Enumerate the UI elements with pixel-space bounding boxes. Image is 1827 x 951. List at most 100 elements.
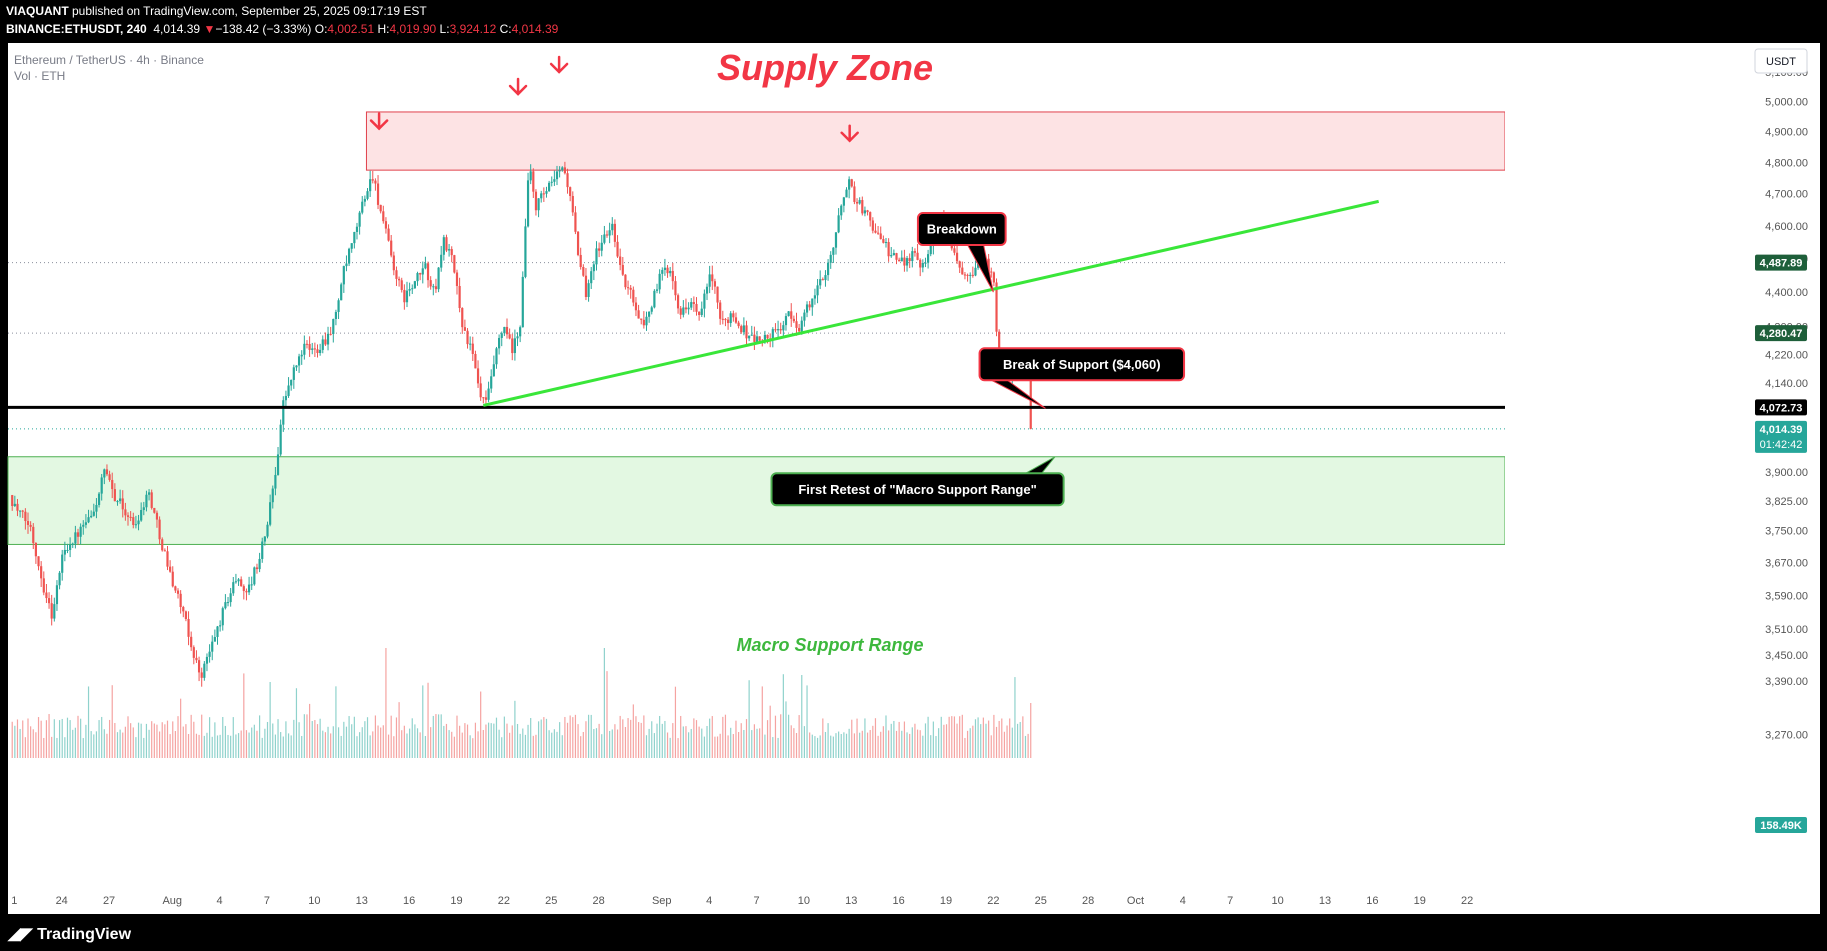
candle-body bbox=[584, 275, 588, 297]
candle-body bbox=[758, 336, 761, 341]
volume-bar bbox=[501, 737, 503, 758]
volume-bar bbox=[861, 730, 863, 758]
publisher-name[interactable]: VIAQUANT bbox=[6, 4, 69, 18]
volume-bar bbox=[995, 726, 998, 758]
volume-bar bbox=[761, 686, 763, 758]
volume-bar bbox=[695, 720, 698, 758]
candle-body bbox=[876, 232, 880, 234]
candle-body bbox=[755, 336, 759, 342]
volume-bar bbox=[198, 734, 200, 758]
volume-bar bbox=[735, 720, 737, 758]
volume-bar bbox=[1009, 718, 1011, 758]
symbol-label[interactable]: BINANCE:ETHUSDT, 240 bbox=[6, 22, 147, 36]
candle-body bbox=[374, 180, 377, 184]
volume-bar bbox=[235, 734, 237, 758]
volume-bar bbox=[456, 715, 458, 758]
down-arrow-icon bbox=[508, 77, 528, 96]
candle-body bbox=[21, 510, 24, 512]
candle-body bbox=[326, 333, 330, 345]
candle-body bbox=[337, 300, 340, 312]
candle-body bbox=[805, 304, 809, 313]
candle-body bbox=[787, 311, 790, 317]
volume-bar bbox=[914, 723, 916, 758]
candle-body bbox=[850, 179, 853, 187]
candle-body bbox=[334, 311, 338, 320]
y-tick-label: 4,800.00 bbox=[1765, 157, 1808, 169]
y-tick-label: 5,000.00 bbox=[1765, 96, 1808, 108]
candle-body bbox=[84, 522, 88, 525]
volume-bar bbox=[269, 681, 271, 758]
candle-body bbox=[679, 308, 682, 315]
volume-bar bbox=[119, 729, 121, 758]
candle-body bbox=[132, 517, 135, 525]
volume-bar bbox=[90, 731, 92, 758]
x-tick-label: 4 bbox=[1180, 895, 1186, 907]
volume-bar bbox=[643, 715, 645, 758]
candle-body bbox=[366, 191, 369, 199]
volume-bar bbox=[648, 728, 650, 758]
brand-logo[interactable]: ◢◤ TradingView bbox=[8, 924, 131, 944]
x-tick-label: 22 bbox=[1461, 895, 1473, 907]
candle-body bbox=[684, 307, 688, 310]
volume-bar bbox=[411, 718, 413, 758]
candle-body bbox=[742, 325, 745, 333]
close-value: 4,014.39 bbox=[511, 22, 559, 36]
candle-body bbox=[613, 223, 617, 242]
volume-bar bbox=[401, 730, 403, 758]
chart-footer: ◢◤ TradingView bbox=[0, 914, 1827, 951]
candle-body bbox=[66, 549, 69, 551]
volume-bar bbox=[866, 732, 869, 758]
candle-body bbox=[113, 489, 116, 502]
volume-bar bbox=[474, 722, 477, 758]
candle-body bbox=[245, 590, 248, 593]
volume-bar bbox=[687, 732, 690, 758]
candle-body bbox=[592, 264, 595, 272]
volume-bar bbox=[693, 718, 695, 758]
volume-bar bbox=[840, 734, 842, 758]
candle-body bbox=[192, 647, 195, 658]
volume-bar bbox=[348, 716, 350, 758]
volume-bar bbox=[137, 722, 140, 758]
volume-bar bbox=[287, 733, 290, 758]
x-tick-label: Oct bbox=[1127, 895, 1144, 907]
candle-body bbox=[634, 302, 638, 311]
volume-bar bbox=[498, 729, 500, 758]
candle-body bbox=[390, 240, 393, 256]
volume-bar bbox=[716, 736, 719, 758]
candle-body bbox=[908, 258, 911, 262]
volume-bar bbox=[766, 720, 769, 758]
volume-bar bbox=[451, 731, 453, 758]
published-text: published on TradingView.com, September … bbox=[68, 4, 427, 18]
volume-bar bbox=[601, 734, 603, 758]
candle-body bbox=[34, 542, 37, 557]
candle-body bbox=[650, 307, 653, 312]
candle-body bbox=[95, 504, 98, 512]
candle-body bbox=[734, 317, 738, 323]
volume-bar bbox=[785, 701, 787, 758]
volume-bar bbox=[966, 730, 969, 758]
candle-body bbox=[1029, 364, 1032, 429]
volume-bar bbox=[788, 714, 790, 758]
volume-bar bbox=[948, 716, 950, 758]
volume-bar bbox=[382, 725, 384, 758]
candle-body bbox=[803, 312, 806, 321]
candle-body bbox=[855, 201, 859, 204]
candle-body bbox=[253, 567, 256, 585]
candle-body bbox=[495, 348, 498, 365]
volume-bar bbox=[514, 700, 516, 758]
candle-body bbox=[369, 179, 372, 192]
volume-bar bbox=[1030, 703, 1032, 758]
volume-bar bbox=[974, 719, 977, 758]
candle-body bbox=[400, 280, 403, 290]
volume-bar bbox=[535, 734, 537, 758]
candle-body bbox=[171, 571, 174, 587]
volume-bar bbox=[611, 729, 613, 758]
volume-bar bbox=[224, 725, 226, 758]
candle-body bbox=[184, 611, 188, 619]
volume-bar bbox=[809, 732, 811, 758]
volume-bar bbox=[248, 732, 250, 758]
volume-bar bbox=[838, 731, 840, 758]
volume-bar bbox=[864, 718, 866, 758]
candle-body bbox=[711, 274, 714, 282]
